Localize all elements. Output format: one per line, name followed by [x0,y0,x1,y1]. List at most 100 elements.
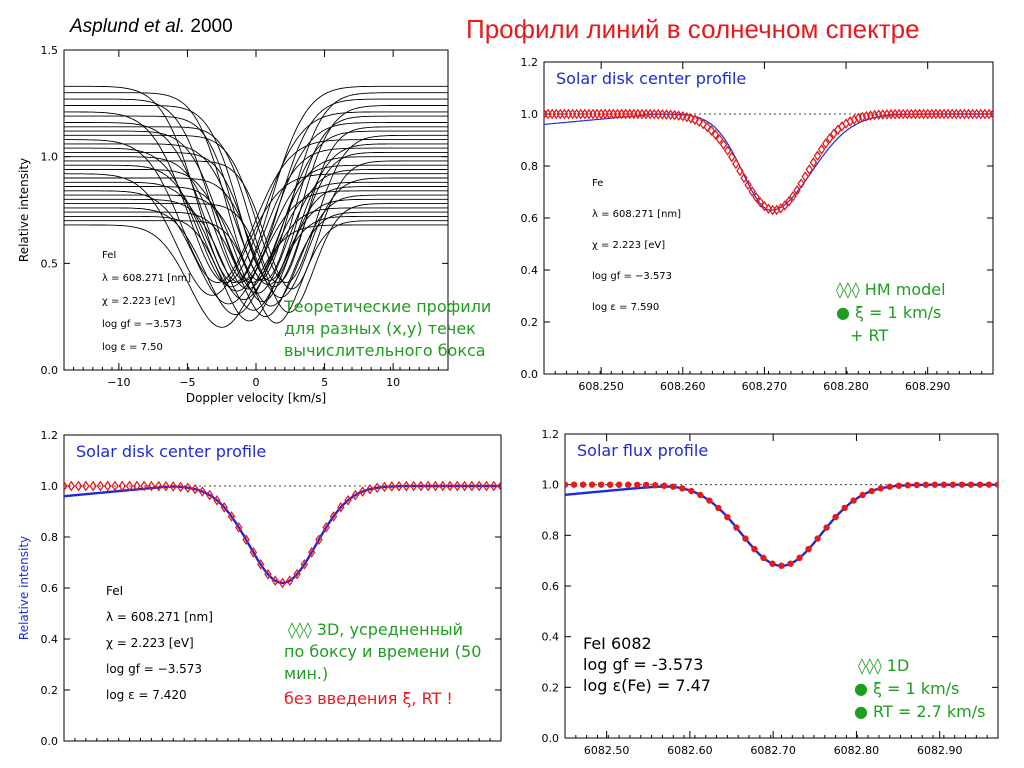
model-point [344,494,352,506]
parameter-text: Fe [592,178,603,189]
model-point [286,575,294,586]
model-point [264,568,272,580]
model-point [125,480,134,492]
plot-area [544,108,993,216]
model-point [695,116,703,128]
parameter-text: log ε = 7.420 [106,688,187,702]
model-point [103,480,112,492]
model-point [606,481,614,488]
model-point [967,481,975,488]
legend-entry: мин.) [284,664,328,683]
model-point [724,513,731,521]
model-point [781,200,789,211]
model-point [976,481,984,488]
model-point [922,481,930,488]
model-point [764,203,773,215]
model-point [661,482,668,489]
y-tick-label: 0.6 [41,582,59,595]
annotation-text: Теоретические профили [283,297,491,316]
parameter-text: λ = 608.271 [nm] [592,209,681,220]
y-tick-label: 0.2 [41,684,59,697]
legend-entry: по боксу и времени (50 [284,642,481,661]
model-point [699,118,707,130]
series-line [64,203,448,313]
y-tick-label: 1.2 [41,429,59,442]
parameter-text: log ε = 7.50 [102,342,163,353]
model-point [949,481,957,488]
model-point [256,559,265,570]
model-point [315,534,323,546]
model-point [789,190,797,202]
series-line [64,160,448,290]
model-point [868,487,875,495]
model-point [719,139,728,150]
x-tick-label: 6082.90 [917,744,963,757]
model-point [703,121,712,133]
x-tick-label: 6082.50 [584,744,630,757]
model-point [752,191,760,203]
model-point [877,485,884,492]
model-point [67,480,76,492]
model-point [438,480,447,492]
model-point [994,481,998,488]
series-line [64,115,448,281]
y-tick-label: 0.0 [41,364,59,377]
series-line [64,147,448,288]
model-point [748,186,756,197]
parameter-text: χ = 2.223 [eV] [102,296,175,307]
model-point [176,481,185,493]
y-tick-label: 0.6 [521,212,539,225]
model-point [597,481,605,488]
model-point [886,483,893,490]
y-tick-label: 1.0 [521,108,539,121]
parameter-text: log gf = −3.573 [102,319,182,330]
model-point [242,534,250,546]
model-point [154,480,163,492]
model-point [785,196,793,207]
model-point [271,575,279,586]
observed-profile-line [64,484,501,585]
author-year: 2000 [190,16,233,37]
model-point [687,113,695,124]
model-point [796,554,803,562]
model-point [732,158,740,170]
model-point [235,522,243,533]
model-point [460,480,469,492]
series-line [64,151,448,288]
model-point [715,133,724,145]
model-point [213,494,221,506]
model-point [227,511,236,522]
y-tick-label: 0.4 [521,264,539,277]
model-point [797,178,805,189]
model-point [615,481,623,488]
model-point [395,480,403,492]
model-point [468,480,476,492]
x-tick-label: 0 [253,376,260,389]
model-point [417,480,425,492]
model-point [805,545,812,553]
note-text: без введения ξ, RT ! [284,689,453,708]
model-point [670,483,677,490]
legend-entry: + RT [850,326,888,345]
model-point [147,480,156,492]
model-point [989,108,993,120]
model-point [453,480,462,492]
model-point [489,480,498,492]
model-point [565,481,569,488]
y-tick-label: 0.2 [542,681,560,694]
series-line [64,220,448,324]
author-citation: Asplund et al. 2000 [70,16,233,38]
y-tick-label: 0.8 [41,531,59,544]
series-line [64,130,448,283]
model-point [817,144,826,155]
y-tick-label: 0.0 [521,368,539,381]
model-point [652,482,659,489]
y-tick-label: 1.2 [542,428,560,441]
y-tick-label: 0.0 [542,732,560,745]
model-point [133,480,141,492]
model-point [756,196,765,208]
parameter-text: log gf = -3.573 [583,655,703,674]
model-point [482,480,491,492]
x-tick-label: 5 [321,376,328,389]
legend-entry: ● ξ = 1 km/s [854,679,959,698]
